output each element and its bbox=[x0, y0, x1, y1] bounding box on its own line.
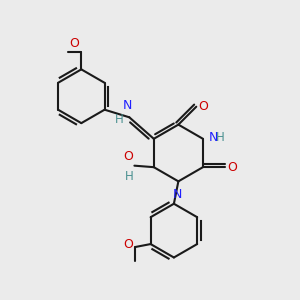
Text: H: H bbox=[124, 170, 133, 183]
Text: O: O bbox=[199, 100, 208, 112]
Text: H: H bbox=[115, 113, 123, 126]
Text: N: N bbox=[173, 188, 182, 201]
Text: O: O bbox=[123, 150, 133, 163]
Text: N: N bbox=[122, 99, 132, 112]
Text: N: N bbox=[208, 130, 218, 143]
Text: O: O bbox=[228, 161, 238, 174]
Text: O: O bbox=[70, 37, 80, 50]
Text: H: H bbox=[216, 130, 225, 143]
Text: O: O bbox=[123, 238, 133, 251]
